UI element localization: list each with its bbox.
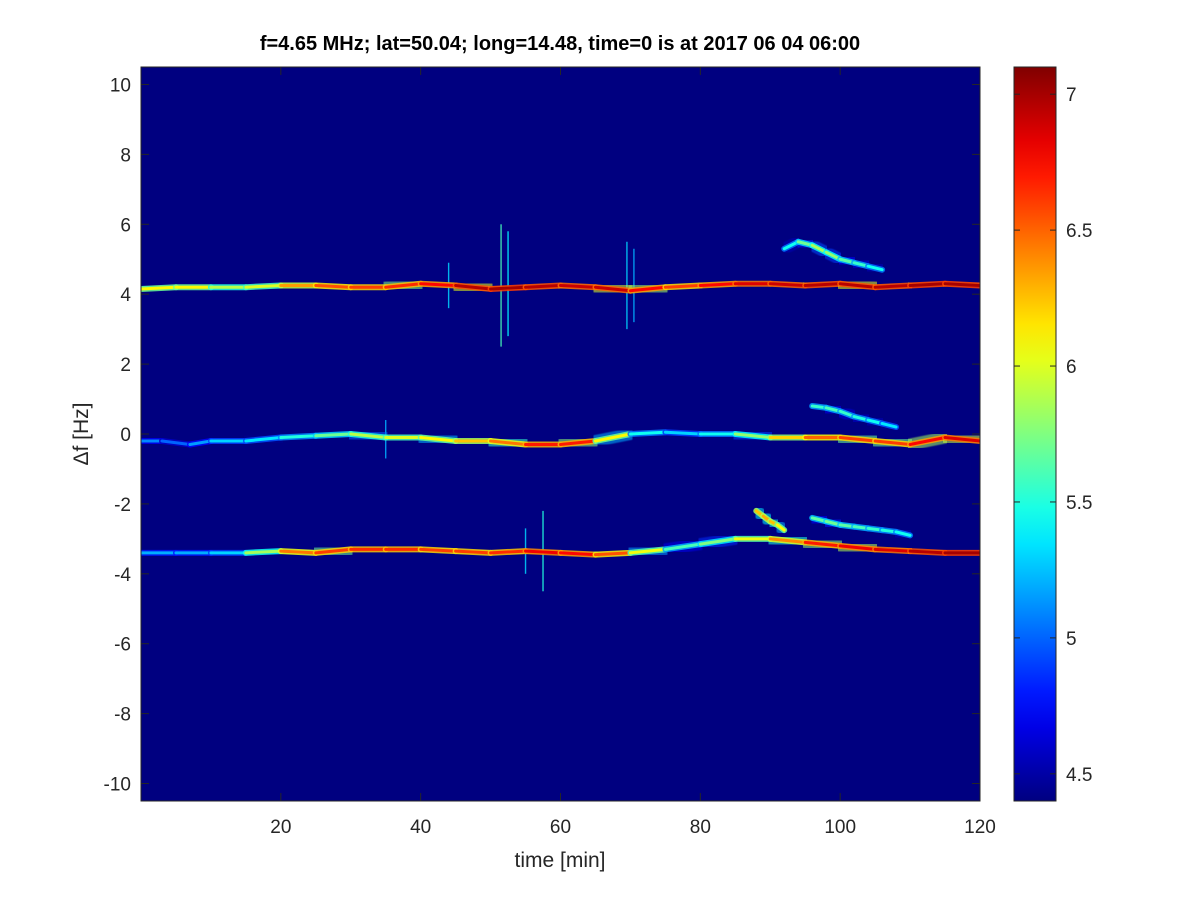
colorbar-tick-label-7: 7 [1066, 85, 1077, 106]
heatmap-layer [141, 224, 980, 592]
x-tick-label-40: 40 [410, 817, 431, 838]
x-tick-label-120: 120 [964, 817, 996, 838]
y-tick-label--2: -2 [114, 495, 131, 516]
x-tick-label-60: 60 [550, 817, 571, 838]
chart-title: f=4.65 MHz; lat=50.04; long=14.48, time=… [260, 33, 860, 55]
x-tick-label-20: 20 [270, 817, 291, 838]
plot-frame [140, 66, 981, 802]
colorbar-ticks: 7 6.5 6 5.5 5 4.5 [1014, 85, 1092, 786]
trace-1 [141, 426, 980, 451]
y-tick-label-4: 4 [120, 285, 131, 306]
colorbar: 7 6.5 6 5.5 5 4.5 [1013, 66, 1092, 802]
trace-3 [750, 504, 791, 537]
y-tick-label--6: -6 [114, 635, 131, 656]
trace-1-core-24 [943, 435, 980, 443]
colorbar-tick-label-5.5: 5.5 [1066, 493, 1092, 514]
y-tick-label--10: -10 [104, 775, 131, 796]
trace-6 [806, 511, 917, 542]
colorbar-frame [1013, 66, 1057, 802]
y-tick-label-8: 8 [120, 145, 131, 166]
y-axis: 10 8 6 4 2 0 -2 -4 -6 -8 -10 [104, 75, 980, 796]
y-tick-label--8: -8 [114, 705, 131, 726]
y-tick-label-2: 2 [120, 355, 131, 376]
colorbar-tick-label-4.5: 4.5 [1066, 765, 1092, 786]
trace-5-core-5 [880, 422, 898, 429]
colorbar-gradient [1014, 67, 1056, 801]
y-tick-label--4: -4 [114, 565, 131, 586]
y-tick-label-0: 0 [120, 425, 131, 446]
y-tick-label-10: 10 [110, 75, 131, 96]
colorbar-tick-label-5: 5 [1066, 629, 1077, 650]
x-tick-label-80: 80 [690, 817, 711, 838]
trace-5 [806, 400, 903, 434]
trace-4 [778, 235, 889, 276]
trace-3-core-3 [775, 523, 786, 532]
x-axis: 20 40 60 80 100 120 [270, 67, 996, 838]
trace-6-core-6 [894, 530, 912, 537]
trace-2 [141, 532, 980, 561]
x-tick-label-100: 100 [824, 817, 856, 838]
trace-4-core-6 [866, 264, 884, 272]
trace-0 [141, 277, 980, 297]
y-tick-label-6: 6 [120, 215, 131, 236]
x-axis-label: time [min] [514, 849, 605, 872]
colorbar-tick-label-6.5: 6.5 [1066, 221, 1092, 242]
colorbar-tick-label-6: 6 [1066, 357, 1077, 378]
y-axis-label: Δf [Hz] [70, 402, 93, 465]
trace-0-core-23 [943, 282, 980, 287]
